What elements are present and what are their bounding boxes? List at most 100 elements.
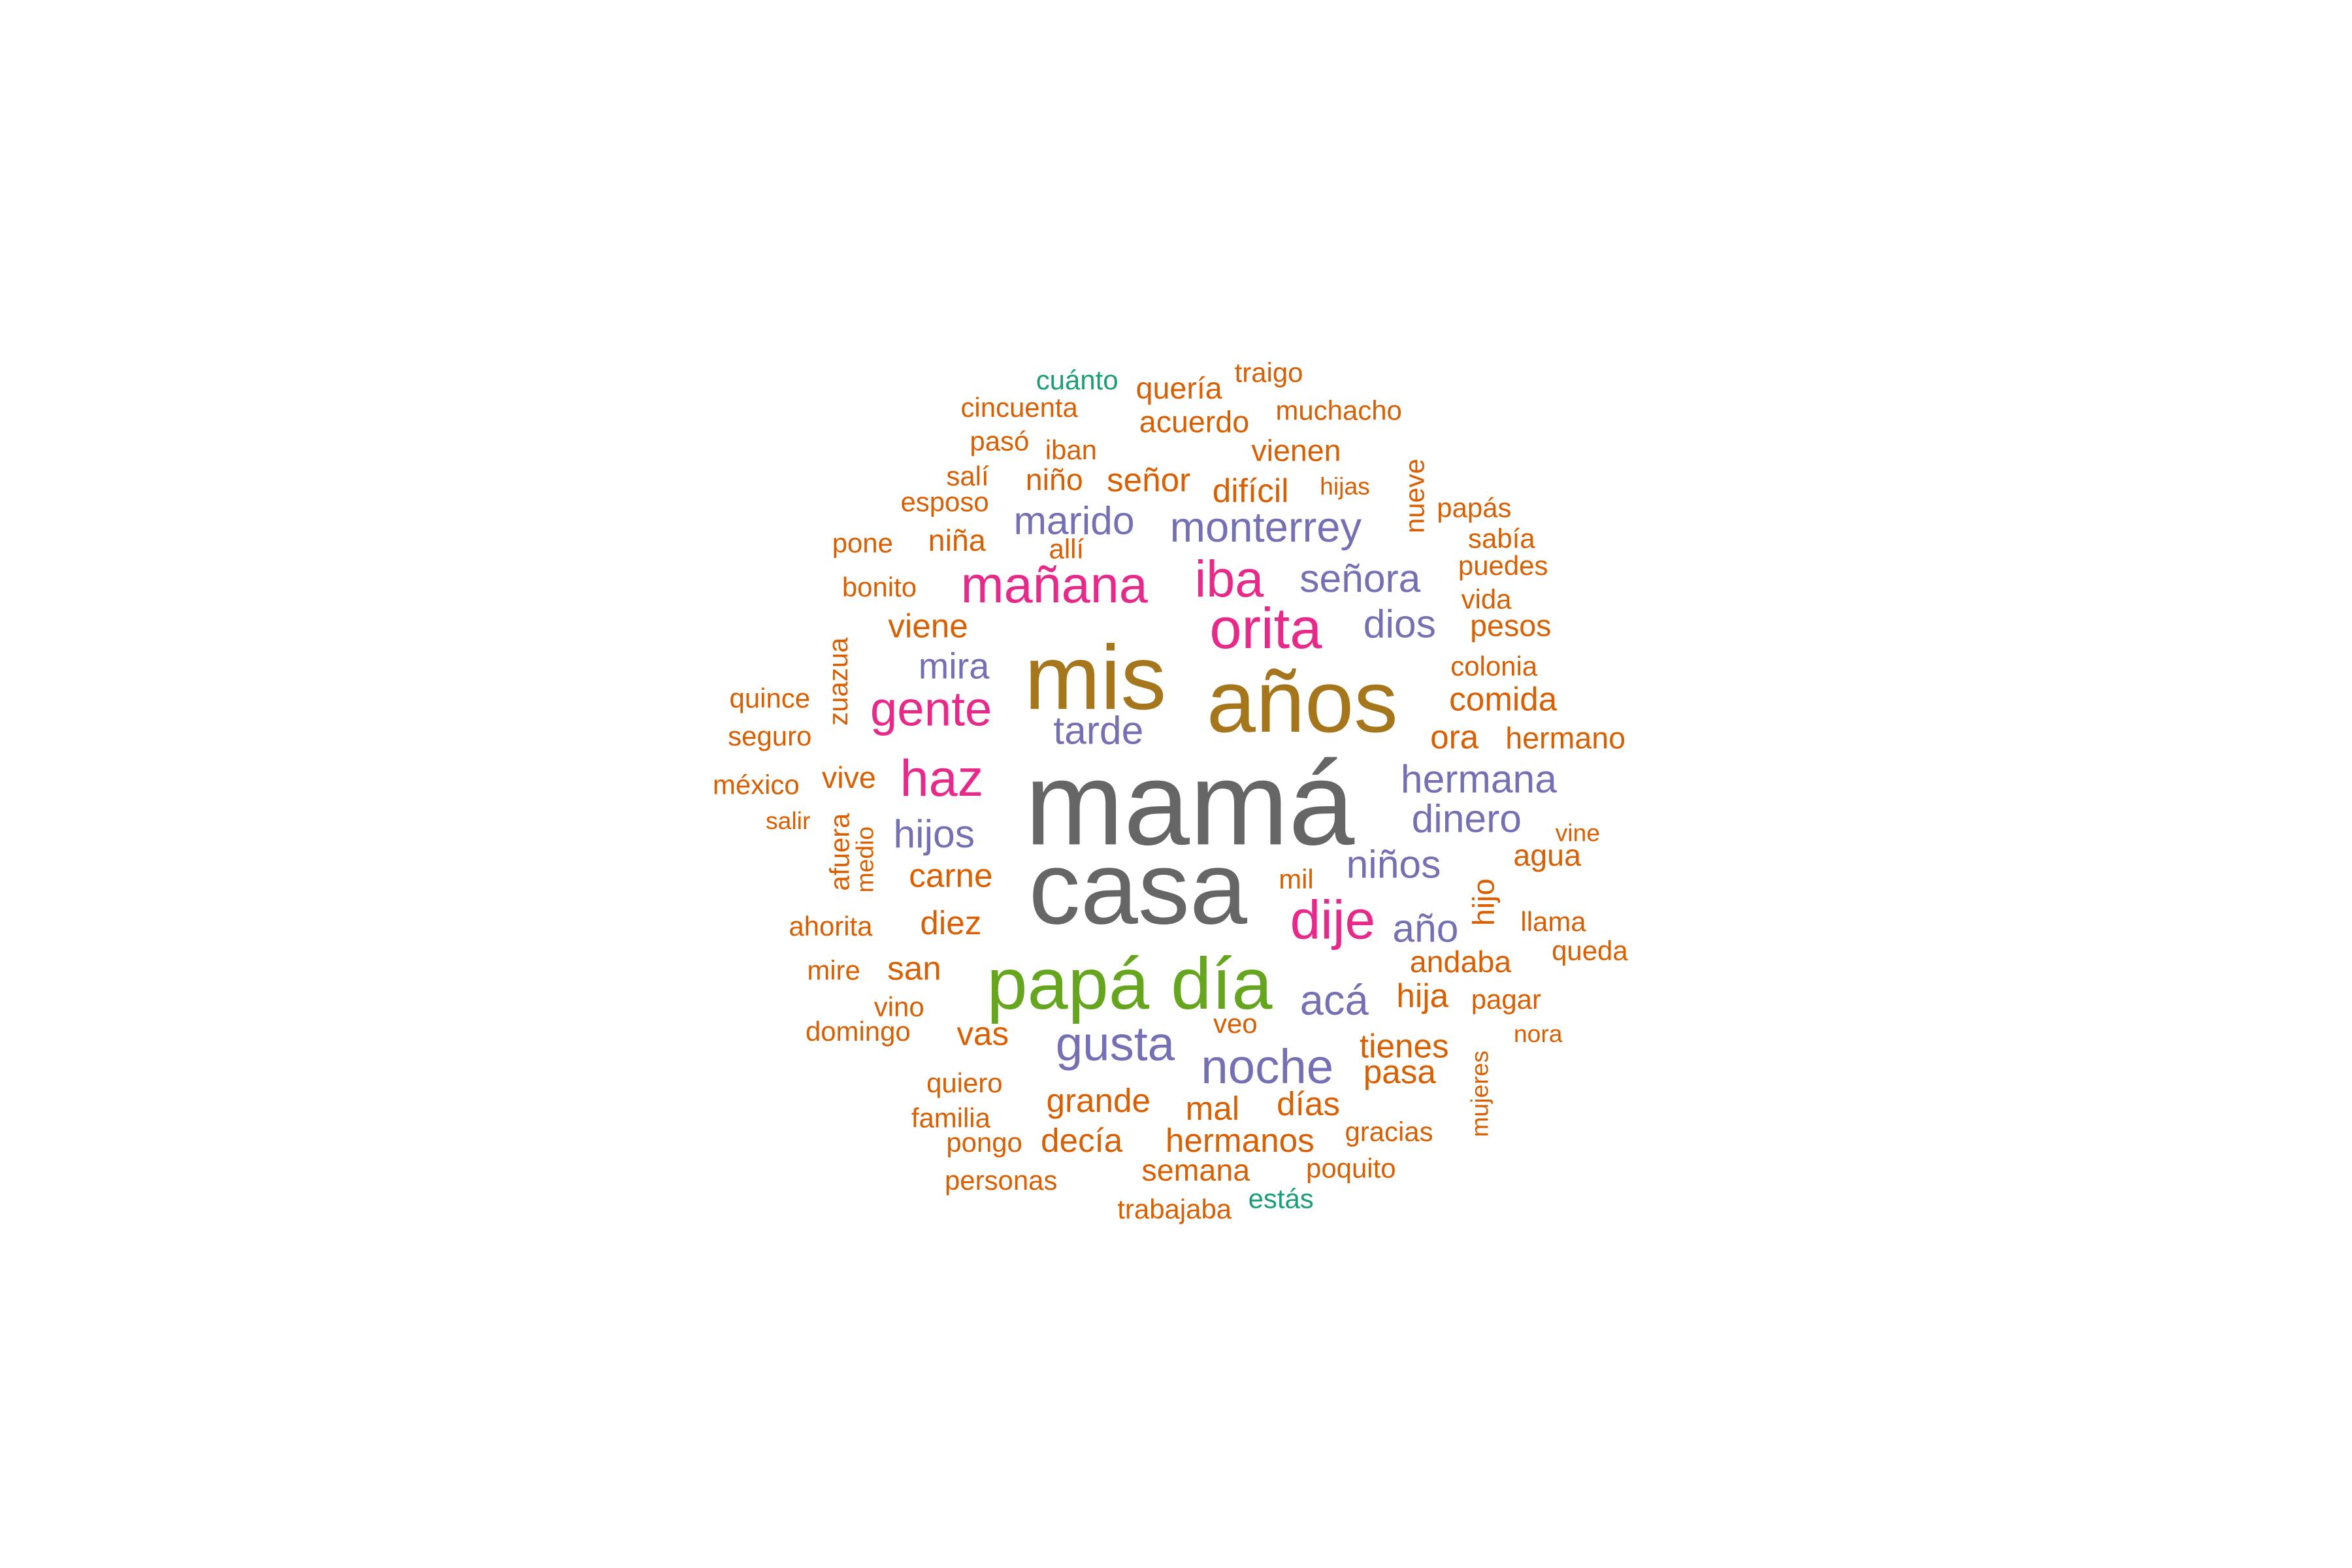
word-iban: iban bbox=[1045, 434, 1097, 466]
word-grande: grande bbox=[1046, 1081, 1151, 1120]
word-pagar: pagar bbox=[1471, 984, 1541, 1015]
word-senora: señora bbox=[1299, 555, 1421, 601]
word-papas: papás bbox=[1437, 493, 1512, 524]
word-dinero: dinero bbox=[1411, 795, 1522, 841]
word-sali: salí bbox=[946, 461, 989, 492]
word-vine: vine bbox=[1555, 821, 1600, 848]
word-hijas: hijas bbox=[1320, 474, 1370, 501]
word-estas: estás bbox=[1248, 1183, 1314, 1215]
word-marido: marido bbox=[1013, 497, 1135, 544]
word-decia: decía bbox=[1040, 1121, 1123, 1160]
word-senor: señor bbox=[1107, 461, 1191, 499]
word-hermanos: hermanos bbox=[1165, 1121, 1315, 1160]
word-hija: hija bbox=[1396, 976, 1449, 1015]
word-trabajaba: trabajaba bbox=[1117, 1194, 1232, 1225]
word-noche: noche bbox=[1201, 1039, 1334, 1094]
word-pesos: pesos bbox=[1470, 610, 1552, 644]
word-tarde: tarde bbox=[1053, 707, 1144, 753]
word-cincuenta: cincuenta bbox=[960, 392, 1078, 423]
word-afuera: afuera bbox=[825, 813, 855, 891]
word-vienen: vienen bbox=[1251, 434, 1341, 469]
word-acuerdo: acuerdo bbox=[1139, 406, 1250, 440]
word-esposo: esposo bbox=[900, 487, 989, 517]
word-vino: vino bbox=[874, 992, 924, 1022]
word-puedes: puedes bbox=[1458, 550, 1548, 581]
word-mis: mis bbox=[1024, 627, 1167, 729]
word-sabia: sabía bbox=[1468, 523, 1535, 554]
word-pone: pone bbox=[832, 528, 893, 559]
word-dificil: difícil bbox=[1212, 471, 1289, 510]
word-domingo: domingo bbox=[805, 1016, 911, 1047]
word-nora: nora bbox=[1513, 1022, 1563, 1049]
word-llama: llama bbox=[1520, 906, 1586, 938]
word-traigo: traigo bbox=[1234, 357, 1303, 388]
word-ano: año bbox=[1392, 905, 1459, 951]
word-casa: casa bbox=[1028, 830, 1248, 947]
word-hijo: hijo bbox=[1468, 878, 1502, 926]
word-hermano: hermano bbox=[1505, 723, 1626, 757]
word-nueve: nueve bbox=[1399, 459, 1430, 534]
word-agua: agua bbox=[1513, 840, 1581, 874]
word-ora: ora bbox=[1430, 718, 1479, 757]
word-mira: mira bbox=[918, 646, 990, 688]
word-cuanto: cuánto bbox=[1036, 365, 1119, 396]
word-nino: niño bbox=[1025, 464, 1083, 498]
word-queda: queda bbox=[1552, 936, 1628, 966]
word-salir: salir bbox=[766, 809, 811, 836]
word-quince: quince bbox=[729, 683, 811, 714]
word-papa: papá bbox=[987, 945, 1150, 1026]
word-pongo: pongo bbox=[946, 1127, 1022, 1158]
word-dije: dije bbox=[1290, 888, 1376, 951]
word-nina: niña bbox=[928, 525, 986, 559]
word-quiero: quiero bbox=[926, 1068, 1003, 1099]
word-dios: dios bbox=[1363, 600, 1436, 647]
word-diez: diez bbox=[920, 904, 982, 942]
word-mama: mamá bbox=[1024, 736, 1355, 870]
word-dias: días bbox=[1277, 1085, 1341, 1123]
word-aca: acá bbox=[1299, 976, 1369, 1024]
word-veo: veo bbox=[1213, 1008, 1258, 1039]
word-vive: vive bbox=[821, 762, 876, 796]
word-monterrey: monterrey bbox=[1169, 503, 1362, 551]
word-ahorita: ahorita bbox=[789, 911, 873, 942]
word-medio: medio bbox=[853, 826, 879, 893]
word-gracias: gracias bbox=[1345, 1117, 1433, 1147]
word-poquito: poquito bbox=[1306, 1153, 1396, 1184]
word-vida: vida bbox=[1461, 584, 1512, 615]
word-andaba: andaba bbox=[1409, 946, 1512, 980]
word-personas: personas bbox=[944, 1165, 1058, 1196]
word-haz: haz bbox=[900, 749, 984, 808]
word-muchacho: muchacho bbox=[1275, 395, 1402, 427]
word-anos: años bbox=[1206, 652, 1398, 752]
word-mil: mil bbox=[1279, 864, 1314, 895]
word-mire: mire bbox=[807, 955, 860, 986]
word-colonia: colonia bbox=[1450, 651, 1538, 682]
word-pasa: pasa bbox=[1363, 1053, 1436, 1091]
word-zuazua: zuazua bbox=[823, 637, 854, 726]
word-iba: iba bbox=[1194, 550, 1264, 609]
word-dia: día bbox=[1171, 945, 1273, 1026]
word-manana: mañana bbox=[960, 557, 1148, 615]
word-ninos: niños bbox=[1346, 841, 1441, 887]
word-viene: viene bbox=[888, 607, 968, 645]
word-paso: pasó bbox=[970, 426, 1030, 457]
word-familia: familia bbox=[911, 1103, 990, 1134]
word-hijos: hijos bbox=[893, 811, 975, 857]
word-san: san bbox=[887, 949, 941, 988]
word-alli: allí bbox=[1049, 534, 1085, 564]
word-mal: mal bbox=[1185, 1089, 1240, 1128]
word-mexico: méxico bbox=[712, 770, 800, 800]
word-gusta: gusta bbox=[1055, 1016, 1175, 1071]
word-mujeres: mujeres bbox=[1468, 1051, 1494, 1137]
word-vas: vas bbox=[956, 1015, 1009, 1053]
word-bonito: bonito bbox=[841, 572, 917, 603]
word-orita: orita bbox=[1209, 598, 1322, 662]
word-comida: comida bbox=[1449, 679, 1558, 719]
word-semana: semana bbox=[1141, 1154, 1250, 1188]
word-seguro: seguro bbox=[728, 721, 812, 752]
word-gente: gente bbox=[870, 681, 992, 737]
word-carne: carne bbox=[909, 857, 993, 895]
word-queria: quería bbox=[1135, 372, 1222, 406]
word-tienes: tienes bbox=[1359, 1026, 1449, 1066]
